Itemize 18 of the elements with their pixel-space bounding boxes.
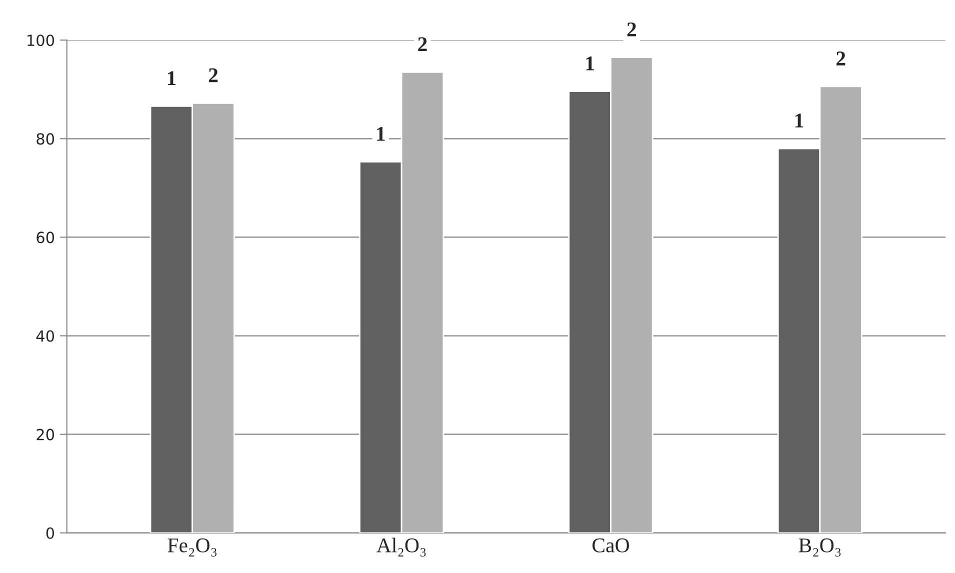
y-tick-label: 20 (36, 428, 54, 440)
x-tick-label: Al₂O₃ (376, 538, 426, 557)
text: 1 (168, 71, 176, 86)
text: 2 (208, 68, 218, 82)
series-label: 2 (627, 22, 636, 36)
y-tick-label: 60 (36, 232, 54, 244)
text: 2 (418, 37, 427, 52)
y-tick-label: 40 (36, 330, 54, 342)
text: 2 (836, 52, 846, 66)
x-tick-label: Fe₂O₃ (168, 538, 217, 557)
y-tick-label: 100 (28, 34, 54, 46)
x-tick-label: B₂O₃ (798, 538, 841, 557)
text: 1 (795, 114, 804, 128)
y-tick-label: 80 (36, 133, 54, 145)
text: 1 (586, 56, 594, 70)
x-tick-label: CaO (592, 538, 629, 552)
series-label: 1 (377, 126, 385, 141)
y-tick-label: 0 (46, 527, 54, 539)
